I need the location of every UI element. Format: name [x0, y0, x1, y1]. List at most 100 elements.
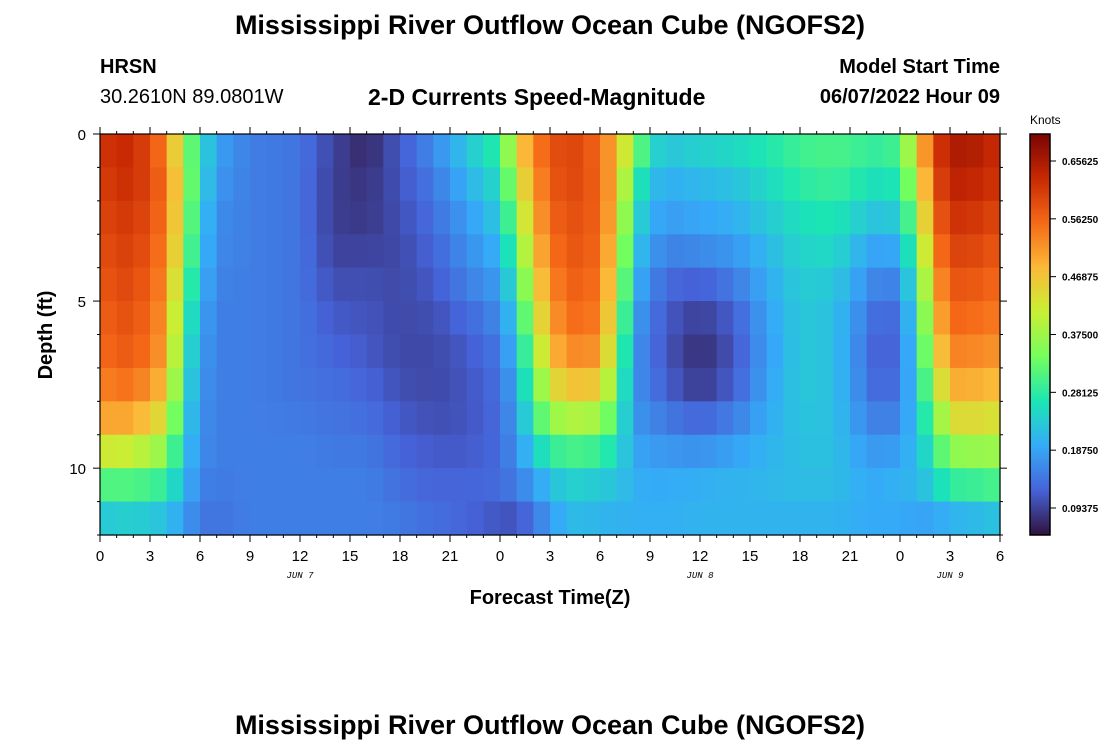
heatmap-cell: [900, 301, 918, 336]
heatmap-cell: [783, 200, 801, 235]
x-tick-label: 12: [692, 548, 709, 565]
heatmap-cell: [400, 468, 418, 503]
heatmap-cell: [433, 200, 451, 235]
heatmap-cell: [433, 167, 451, 202]
heatmap-cell: [933, 200, 951, 235]
heatmap-cell: [950, 234, 968, 269]
heatmap-cell: [966, 134, 984, 169]
heatmap-cell: [966, 267, 984, 302]
heatmap-cell: [333, 501, 351, 536]
heatmap-cell: [233, 334, 251, 369]
heatmap-cell: [583, 301, 601, 336]
heatmap-cell: [733, 234, 751, 269]
heatmap-cell: [783, 468, 801, 503]
heatmap-cell: [583, 334, 601, 369]
heatmap-cell: [333, 434, 351, 469]
heatmap-cell: [150, 134, 168, 169]
heatmap-cell: [483, 134, 501, 169]
heatmap-cell: [600, 234, 618, 269]
heatmap-cell: [116, 334, 134, 369]
heatmap-cell: [850, 134, 868, 169]
heatmap-cell: [100, 334, 118, 369]
heatmap-cell: [600, 401, 618, 436]
heatmap-cell: [950, 367, 968, 402]
heatmap-cell: [533, 234, 551, 269]
heatmap-cell: [200, 267, 218, 302]
heatmap-cell: [683, 501, 701, 536]
heatmap-cell: [966, 434, 984, 469]
heatmap-cell: [816, 234, 834, 269]
heatmap-cell: [733, 134, 751, 169]
heatmap-cell: [850, 167, 868, 202]
heatmap-cell: [200, 401, 218, 436]
heatmap-cell: [550, 501, 568, 536]
heatmap-cell: [500, 367, 518, 402]
heatmap-cell: [283, 234, 301, 269]
heatmap-cell: [116, 134, 134, 169]
heatmap-cell: [683, 401, 701, 436]
heatmap-cell: [466, 267, 484, 302]
heatmap-cell: [666, 334, 684, 369]
heatmap-cell: [416, 301, 434, 336]
colorbar-unit: Knots: [1030, 113, 1061, 127]
heatmap-cell: [183, 468, 201, 503]
heatmap-cell: [583, 468, 601, 503]
heatmap-cell: [250, 200, 268, 235]
heatmap-cell: [900, 401, 918, 436]
heatmap-cell: [366, 167, 384, 202]
heatmap-cell: [233, 501, 251, 536]
heatmap-cell: [883, 134, 901, 169]
heatmap-cell: [716, 468, 734, 503]
x-tick-label: 6: [996, 548, 1004, 565]
heatmap-cell: [650, 167, 668, 202]
heatmap-cell: [116, 401, 134, 436]
heatmap-cell: [883, 200, 901, 235]
heatmap-cell: [633, 267, 651, 302]
heatmap-cell: [800, 134, 818, 169]
heatmap-cell: [283, 200, 301, 235]
heatmap-cell: [633, 234, 651, 269]
heatmap-cell: [733, 200, 751, 235]
heatmap-cell: [450, 301, 468, 336]
heatmap-cell: [616, 367, 634, 402]
heatmap-cell: [850, 200, 868, 235]
heatmap-cell: [416, 134, 434, 169]
heatmap-cell: [250, 468, 268, 503]
heatmap-cell: [333, 200, 351, 235]
heatmap-cell: [333, 134, 351, 169]
x-tick-label: 15: [742, 548, 759, 565]
heatmap-cell: [383, 367, 401, 402]
heatmap-cell: [583, 167, 601, 202]
heatmap-cell: [383, 200, 401, 235]
heatmap-cell: [116, 234, 134, 269]
heatmap-cell: [716, 401, 734, 436]
x-tick-label: 3: [146, 548, 154, 565]
heatmap-cell: [950, 401, 968, 436]
heatmap-cell: [283, 501, 301, 536]
heatmap-cell: [116, 434, 134, 469]
heatmap-cell: [300, 334, 318, 369]
model-start-value: 06/07/2022 Hour 09: [819, 86, 1000, 108]
heatmap-cell: [150, 468, 168, 503]
heatmap-cell: [483, 468, 501, 503]
heatmap-cell: [883, 468, 901, 503]
heatmap-cell: [333, 301, 351, 336]
heatmap-cell: [733, 501, 751, 536]
heatmap-cell: [883, 434, 901, 469]
heatmap-cell: [416, 334, 434, 369]
heatmap-cell: [516, 468, 534, 503]
heatmap-cell: [900, 501, 918, 536]
x-tick-label: 12: [292, 548, 309, 565]
colorbar-tick-label: 0.18750: [1062, 446, 1099, 457]
heatmap-cell: [150, 234, 168, 269]
heatmap-cell: [383, 167, 401, 202]
heatmap-cell: [500, 401, 518, 436]
heatmap-cell: [916, 434, 934, 469]
heatmap-cell: [200, 200, 218, 235]
y-tick-label: 5: [78, 294, 86, 311]
heatmap-cell: [933, 334, 951, 369]
heatmap-cell: [116, 200, 134, 235]
heatmap-cell: [116, 367, 134, 402]
heatmap-cell: [583, 501, 601, 536]
heatmap-cell: [566, 134, 584, 169]
